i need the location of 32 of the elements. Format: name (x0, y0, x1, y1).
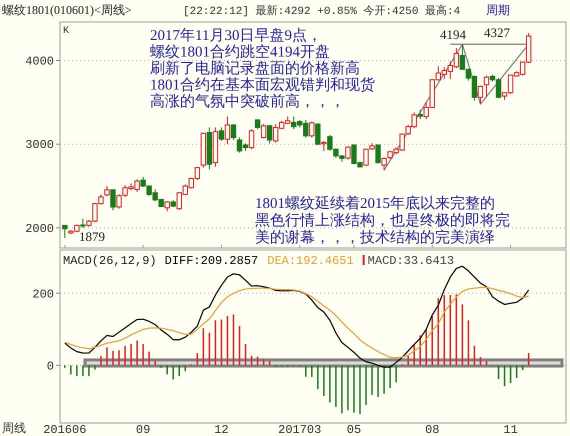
y-tick-label: 200 (32, 287, 54, 302)
annotation: 螺纹1801合约跳空4194开盘 (150, 44, 330, 60)
annotation: 高涨的气氛中突破前高，，， (150, 93, 345, 110)
x-tick-label: 201703 (278, 423, 322, 436)
y-tick-label: 3000 (25, 138, 54, 152)
annotation: 1801螺纹延续着2015年底以来完整的 (255, 195, 495, 212)
annotation: K (63, 26, 70, 37)
chart-subtitle: [22:22:12] 最新:4292 +0.85% 今开:4250 最高:4 (183, 4, 461, 18)
annotation: 2017年11月30日早盘9点， (150, 27, 322, 44)
x-tick-label: 05 (346, 423, 362, 436)
y-tick-label: 0 (46, 359, 54, 374)
x-tick-label: 11 (503, 423, 518, 436)
legend-label: MACD:33.6413 (368, 254, 454, 268)
chart-title: 螺纹1801(010601)<周线> (2, 3, 132, 17)
y-tick-label: 2000 (25, 222, 54, 236)
y-tick-label: 4000 (25, 54, 54, 69)
chart-title: MACD(26,12,9) (63, 254, 157, 268)
text: 周线 (2, 422, 26, 436)
series-label: DIFF:209.2857 (164, 254, 258, 268)
x-tick-label: 12 (214, 423, 229, 436)
series-label: DEA:192.4651 (267, 254, 354, 268)
annotation: 1879 (79, 229, 105, 244)
annotation: 4194 (440, 27, 466, 42)
annotation: 4327 (484, 25, 510, 40)
x-tick-label: 09 (136, 423, 150, 436)
text: 周期 (486, 4, 510, 18)
annotation: 黑色行情上涨结构，也是终极的即将完 (255, 212, 510, 229)
annotation: 美的谢幕，，，技术结构的完美演绎 (255, 229, 495, 246)
annotation: 1801合约在基本面宏观错判和现货 (150, 76, 375, 94)
x-tick-label: 08 (425, 423, 440, 436)
annotation: 刷新了电脑记录盘面的价格新高 (150, 60, 360, 77)
x-tick-label: 201606 (43, 423, 86, 436)
